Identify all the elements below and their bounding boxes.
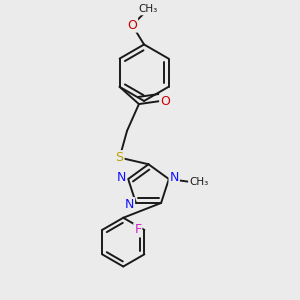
Text: N: N xyxy=(169,171,179,184)
Text: CH₃: CH₃ xyxy=(138,4,158,14)
Text: S: S xyxy=(116,151,124,164)
Text: O: O xyxy=(160,94,170,108)
Text: N: N xyxy=(117,171,126,184)
Text: F: F xyxy=(134,224,141,236)
Text: O: O xyxy=(127,19,137,32)
Text: N: N xyxy=(125,198,134,211)
Text: CH₃: CH₃ xyxy=(189,177,208,187)
